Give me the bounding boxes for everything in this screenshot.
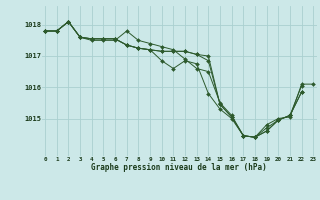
X-axis label: Graphe pression niveau de la mer (hPa): Graphe pression niveau de la mer (hPa) (91, 163, 267, 172)
